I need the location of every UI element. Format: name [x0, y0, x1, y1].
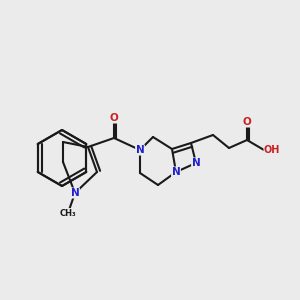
Text: O: O	[110, 113, 118, 123]
Text: CH₃: CH₃	[60, 208, 76, 217]
Text: N: N	[172, 167, 180, 177]
Text: N: N	[70, 188, 80, 198]
Text: N: N	[192, 158, 200, 168]
Text: O: O	[243, 117, 251, 127]
Text: OH: OH	[264, 145, 280, 155]
Text: N: N	[136, 145, 144, 155]
